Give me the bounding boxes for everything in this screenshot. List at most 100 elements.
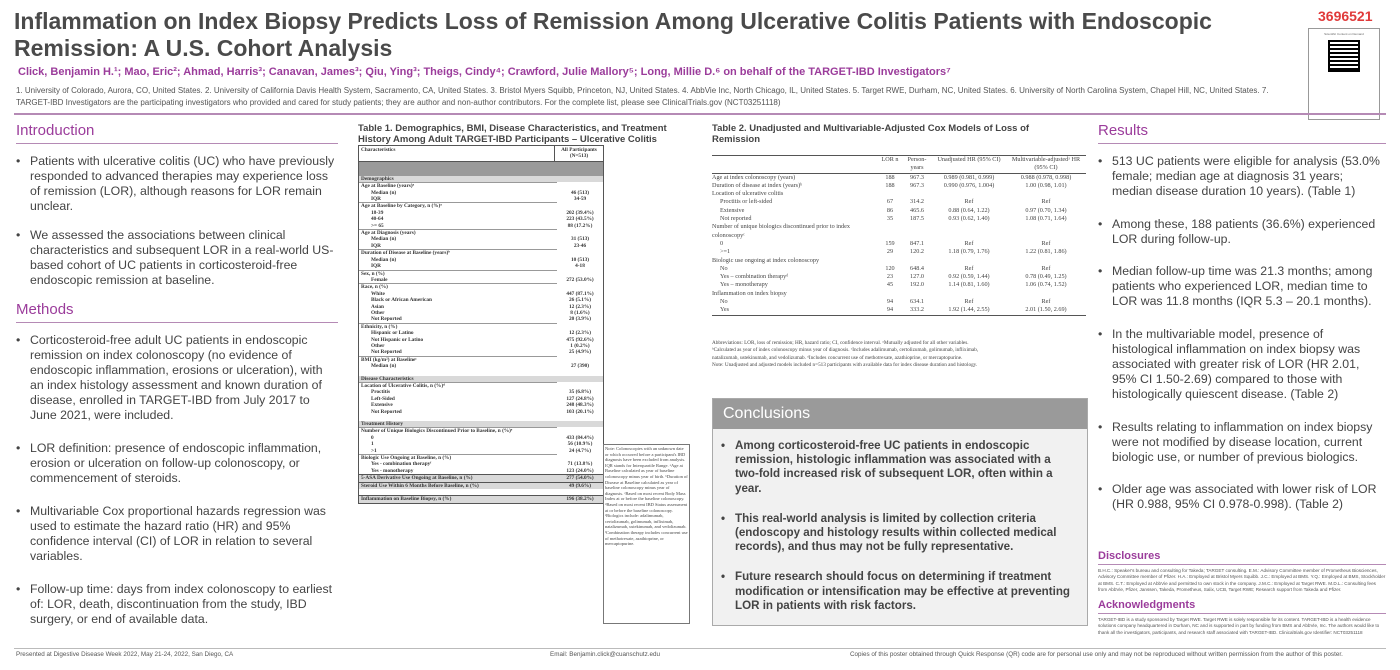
affiliations: 1. University of Colorado, Aurora, CO, U… — [16, 86, 1269, 107]
table1-cell-label: IQR — [371, 242, 382, 249]
table1-cell-label: Age at Baseline (years)ᵃ — [359, 182, 557, 189]
disclosures-rule — [1098, 564, 1386, 565]
bullet-item: In the multivariable model, presence of … — [1098, 327, 1386, 403]
table2-cell: 120.2 — [910, 248, 924, 256]
table2-cell: 0.88 (0.64, 1.22) — [948, 206, 990, 214]
table1-row: Age at Diagnosis (years) — [359, 229, 603, 236]
results-rule — [1098, 143, 1386, 144]
table1-cell-value — [557, 283, 603, 290]
table1-row: Age at Baseline (years)ᵃ — [359, 182, 603, 189]
table1-row: Duration of Disease at Baseline (years)ᵇ — [359, 249, 603, 256]
table1-cell-label: Location of Ulcerative Colitis, n (%)ᵈ — [359, 382, 557, 389]
table1-row: Not Reported 25 (4.9%) — [359, 349, 603, 355]
table1-row: BMI (kg/m²) at Baselineᶜ — [359, 355, 603, 363]
table1-row: IQR 23-46 — [359, 243, 603, 249]
table2: LOR n Person-years Unadjusted HR (95% CI) M… — [712, 155, 1086, 316]
table1-cell-label: Other — [371, 342, 385, 349]
table1-cell-label: 18-39 — [371, 209, 384, 216]
table1-cell-value: 35 (6.8%) — [568, 389, 592, 396]
table2-note-line: ᵇCalculated as year of index colonoscopy… — [712, 347, 979, 354]
table1-cell-label: Ethnicity, n (%) — [359, 322, 557, 330]
table2-cell: Duration of disease at index (years)ᵇ — [712, 181, 803, 189]
table1-cell-label: Left-Sided — [371, 395, 395, 402]
table1-cell-label: Median (n) — [371, 256, 397, 263]
qr-code[interactable]: Scientific Content on Demand — [1308, 28, 1380, 120]
table1-cell-value: 46 (513) — [570, 189, 590, 196]
table1-cell-value: 88 (17.2%) — [567, 222, 593, 229]
table1-row: Inflammation on Baseline Biopsy, n (%) 19… — [359, 495, 603, 503]
table1-cell-label: Median (n) — [371, 189, 397, 196]
table2-row: Location of ulcerative colitis — [712, 190, 1086, 198]
table1-row: Yes - monotherapy 123 (24.0%) — [359, 468, 603, 474]
table1-cell-value: 447 (87.1%) — [566, 290, 594, 297]
table2-row: Yes – monotherapy 45 192.0 1.14 (0.81, 1.60… — [712, 281, 1086, 289]
table2-cell: 0.990 (0.976, 1.004) — [943, 181, 995, 189]
table2-cell: 465.6 — [910, 206, 924, 214]
table1-cell-label: Inflammation on Baseline Biopsy, n (%) — [361, 496, 452, 503]
table1-row: White 447 (87.1%) — [359, 291, 603, 297]
table1-cell-label: IQR — [371, 263, 382, 270]
table1-cell-label: Hispanic or Latino — [371, 330, 414, 337]
table1-cell-label: Proctitis — [371, 389, 391, 396]
table1-cell-value: 8 (1.6%) — [570, 309, 590, 316]
table1-cell-label: Biologic Use Ongoing at Baseline, n (%) — [359, 454, 557, 461]
table1-row: Proctitis 35 (6.8%) — [359, 389, 603, 395]
table2-cell — [878, 223, 902, 240]
table1-cell-value — [557, 182, 603, 189]
bullet-item: Among these, 188 patients (36.6%) experi… — [1098, 217, 1386, 247]
footer-email[interactable]: Email: Benjamin.click@cuanschutz.edu — [550, 651, 660, 658]
qr-caption: Scientific Content on Demand — [1324, 32, 1364, 36]
table2-cell: Ref — [964, 264, 974, 272]
table1-row: Steroid Use Within 6 Months Before Basel… — [359, 481, 603, 490]
table1-row: 40-64 223 (43.5%) — [359, 216, 603, 222]
bullet-item: Patients with ulcerative colitis (UC) wh… — [16, 154, 338, 214]
table1-cell-label: Not Reported — [371, 408, 402, 415]
table1-cell-label: Yes - monotherapy — [371, 467, 414, 474]
table2-cell: 188 — [885, 173, 895, 181]
table2-row: 0 159 847.1 Ref Ref — [712, 240, 1086, 248]
table2-cell: 0.93 (0.62, 1.40) — [948, 215, 990, 223]
table2-cell: Ref — [1041, 298, 1051, 306]
table2-cell: Inflammation on index biopsy — [712, 289, 787, 297]
introduction-title: Introduction — [16, 122, 95, 139]
table1-cell-label: Yes - combination therapyᶠ — [371, 461, 432, 468]
table2-header-cell: Multivariable-adjustedᵃ HR (95% CI) — [1011, 156, 1081, 172]
table2-cell: >=1 — [720, 248, 731, 256]
table1-row: Demographics — [359, 175, 603, 183]
table2-cell: 0.989 (0.981, 0.999) — [943, 173, 995, 181]
table1-row: Extensive 248 (48.3%) — [359, 402, 603, 408]
table2-cell: 0.92 (0.59, 1.44) — [948, 273, 990, 281]
table2-row: Not reported 35 187.5 0.93 (0.62, 1.40) 1.08… — [712, 215, 1086, 223]
table1-row: Other 8 (1.6%) — [359, 310, 603, 316]
table1-cell-label: White — [371, 290, 385, 297]
table2-cell: 648.4 — [910, 264, 924, 272]
table2-cell: 35 — [886, 215, 894, 223]
table1-cell-value: 4-18 — [575, 263, 585, 270]
table2-row: Extensive 86 465.6 0.88 (0.64, 1.22) 0.97 (0… — [712, 207, 1086, 215]
table2-cell: 159 — [885, 239, 895, 247]
table2-cell: 23 — [886, 273, 894, 281]
disclosures-section: Disclosures B.H.C.: Speaker's bureau and… — [1098, 550, 1386, 593]
table1-row: Disease Characteristics — [359, 375, 603, 382]
methods-title: Methods — [16, 301, 74, 318]
poster-title: Inflammation on Index Biopsy Predicts Lo… — [14, 8, 1212, 61]
table2-cell: No — [720, 264, 728, 272]
table2-cell: 187.5 — [910, 215, 924, 223]
table2-cell: Yes – combination therapyᵈ — [720, 273, 789, 281]
acknowledgments-text: TARGET-IBD is a study sponsored by Targe… — [1098, 617, 1380, 635]
table1-row: Median (n) 31 (513) — [359, 236, 603, 242]
table1-cell-value: 196 (38.2%) — [566, 496, 594, 503]
table1-cell-label: Number of Unique Biologics Discontinued … — [359, 427, 557, 434]
table1-row: Black or African American 26 (5.1%) — [359, 297, 603, 303]
table2-cell: 67 — [886, 198, 894, 206]
table1-cell-label: Age at Diagnosis (years) — [359, 229, 557, 236]
table1-cell-label: Demographics — [361, 175, 394, 182]
table2-cell — [932, 290, 1006, 298]
table1-row: Left-Sided 127 (24.8%) — [359, 396, 603, 402]
table1-row: Yes - combination therapyᶠ 71 (13.8%) — [359, 461, 603, 467]
table2-cell: 2.01 (1.50, 2.69) — [1025, 306, 1067, 314]
table2-cell: 1.18 (0.79, 1.76) — [948, 248, 990, 256]
bullet-item: Results relating to inflammation on inde… — [1098, 420, 1386, 466]
table2-row: Duration of disease at index (years)ᵇ 188… — [712, 182, 1086, 190]
table1-cell-label: Not Reported — [371, 316, 402, 323]
